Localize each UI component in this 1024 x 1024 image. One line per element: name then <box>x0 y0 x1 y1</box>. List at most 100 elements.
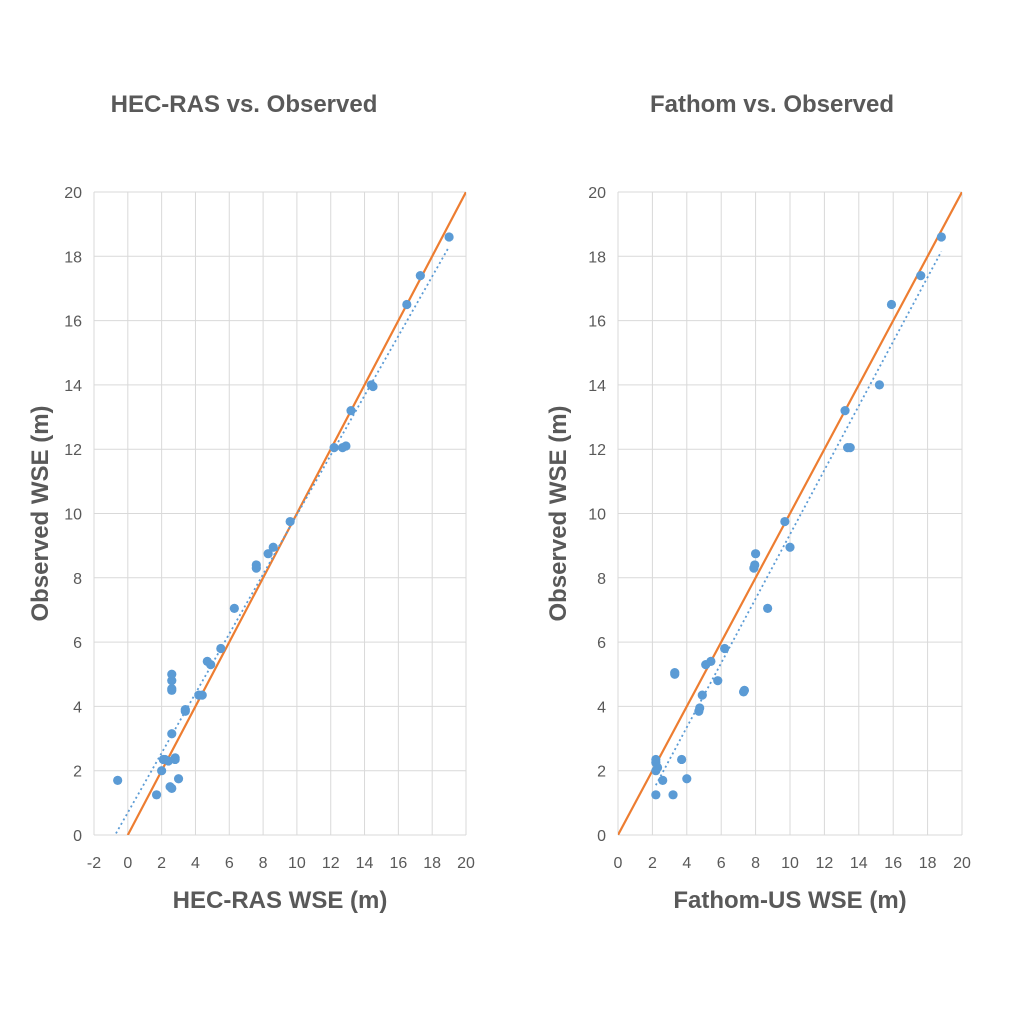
x-tick-label: 4 <box>682 855 691 872</box>
x-tick-label: 16 <box>389 855 407 872</box>
data-point <box>216 643 226 654</box>
y-tick-label: 0 <box>597 828 606 845</box>
y-tick-label: 4 <box>597 699 606 716</box>
data-point <box>840 406 850 416</box>
y-tick-label: 8 <box>73 571 82 588</box>
y-tick-label: 20 <box>64 185 82 202</box>
data-point <box>180 705 190 715</box>
data-point <box>668 790 678 800</box>
x-tick-label: 20 <box>953 855 971 872</box>
data-point <box>750 560 760 570</box>
data-point <box>682 774 692 784</box>
fathom-chart-panel: Fathom vs. Observed 0 2 4 6 8 10 12 14 16 18 20 0 2 4… <box>512 0 1024 1024</box>
data-point <box>845 442 855 453</box>
data-point <box>658 775 668 785</box>
y-tick-label: 6 <box>597 635 606 652</box>
y-tick-label: 20 <box>588 185 606 202</box>
data-point <box>346 406 356 416</box>
y-tick-label: 18 <box>588 249 606 266</box>
fathom-scatter-plot: 0 2 4 6 8 10 12 14 16 18 20 0 2 4 6 8 10 12 14 16 18 20 Fathom… <box>545 185 971 914</box>
data-point <box>720 643 730 654</box>
one-to-one-line <box>126 192 466 835</box>
x-tick-label: 6 <box>225 855 234 872</box>
y-tick-label: 6 <box>73 635 82 652</box>
data-point <box>916 270 926 281</box>
x-tick-label: 12 <box>322 855 340 872</box>
x-axis-label: Fathom-US WSE (m) <box>673 887 906 914</box>
data-point <box>874 380 885 390</box>
y-axis-label: Observed WSE (m) <box>545 405 572 621</box>
x-tick-label: -2 <box>87 855 101 872</box>
y-tick-label: 16 <box>64 314 82 331</box>
x-tick-label: 10 <box>781 855 799 872</box>
data-point <box>157 766 167 776</box>
data-point <box>341 441 351 451</box>
data-point <box>113 775 123 785</box>
data-point <box>763 603 773 613</box>
y-tick-label: 12 <box>64 442 82 459</box>
data-point <box>229 603 239 613</box>
data-point <box>263 549 273 559</box>
y-tick-label: 14 <box>64 378 82 395</box>
hecras-scatter-plot: -2 0 2 4 6 8 10 12 14 16 18 20 0 2 4 6 8 10 12 14 16 18 20 HEC-… <box>27 185 475 914</box>
data-point <box>167 676 177 686</box>
data-point <box>167 684 177 694</box>
data-point <box>167 729 177 739</box>
x-tick-label: 16 <box>884 855 902 872</box>
data-point <box>402 299 412 310</box>
data-point <box>652 762 663 773</box>
data-point <box>886 299 897 310</box>
x-tick-label: 0 <box>123 855 132 872</box>
data-point <box>651 754 661 765</box>
data-point <box>170 754 180 765</box>
y-tick-label: 10 <box>64 507 82 524</box>
x-axis-label: HEC-RAS WSE (m) <box>173 887 388 914</box>
data-point <box>444 232 454 242</box>
x-tick-label: 8 <box>259 855 268 872</box>
y-axis-label: Observed WSE (m) <box>27 405 54 621</box>
y-tick-label: 12 <box>588 442 606 459</box>
y-tick-label: 18 <box>64 249 82 266</box>
data-point <box>697 690 707 700</box>
x-tick-label: 2 <box>648 855 657 872</box>
x-tick-label: 4 <box>191 855 200 872</box>
data-point <box>173 774 184 784</box>
data-point <box>285 516 295 527</box>
y-tick-label: 4 <box>73 699 82 716</box>
x-tick-label: 18 <box>423 855 441 872</box>
data-point <box>329 442 339 453</box>
data-point <box>706 656 716 666</box>
x-tick-label: 20 <box>457 855 475 872</box>
y-tick-label: 10 <box>588 507 606 524</box>
data-point <box>167 669 177 679</box>
y-tick-label: 14 <box>588 378 606 395</box>
x-tick-label: 14 <box>850 855 868 872</box>
data-point <box>785 542 795 552</box>
data-point <box>268 542 278 552</box>
x-tick-label: 0 <box>614 855 623 872</box>
data-point <box>677 754 687 765</box>
data-point <box>713 676 723 686</box>
chart-title: HEC-RAS vs. Observed <box>110 91 378 118</box>
data-point <box>415 270 425 281</box>
data-point <box>751 549 761 559</box>
y-tick-label: 2 <box>597 764 606 781</box>
x-tick-label: 2 <box>157 855 166 872</box>
data-point <box>206 660 216 670</box>
data-point <box>197 690 207 700</box>
y-tick-label: 0 <box>73 828 82 845</box>
chart-title: Fathom vs. Observed <box>649 91 895 118</box>
x-tick-label: 18 <box>919 855 937 872</box>
data-point <box>780 516 790 527</box>
x-tick-label: 14 <box>356 855 374 872</box>
y-tick-label: 2 <box>73 764 82 781</box>
data-point <box>695 703 705 713</box>
data-point <box>151 790 162 800</box>
one-to-one-line <box>618 192 962 835</box>
y-tick-label: 8 <box>597 571 606 588</box>
data-point <box>368 381 378 392</box>
x-tick-label: 6 <box>717 855 726 872</box>
data-point <box>651 790 661 800</box>
y-tick-label: 16 <box>588 314 606 331</box>
hecras-chart-panel: HEC-RAS vs. Observed -2 0 2 4 6 8 10 12 14 16 18 20… <box>27 91 475 914</box>
